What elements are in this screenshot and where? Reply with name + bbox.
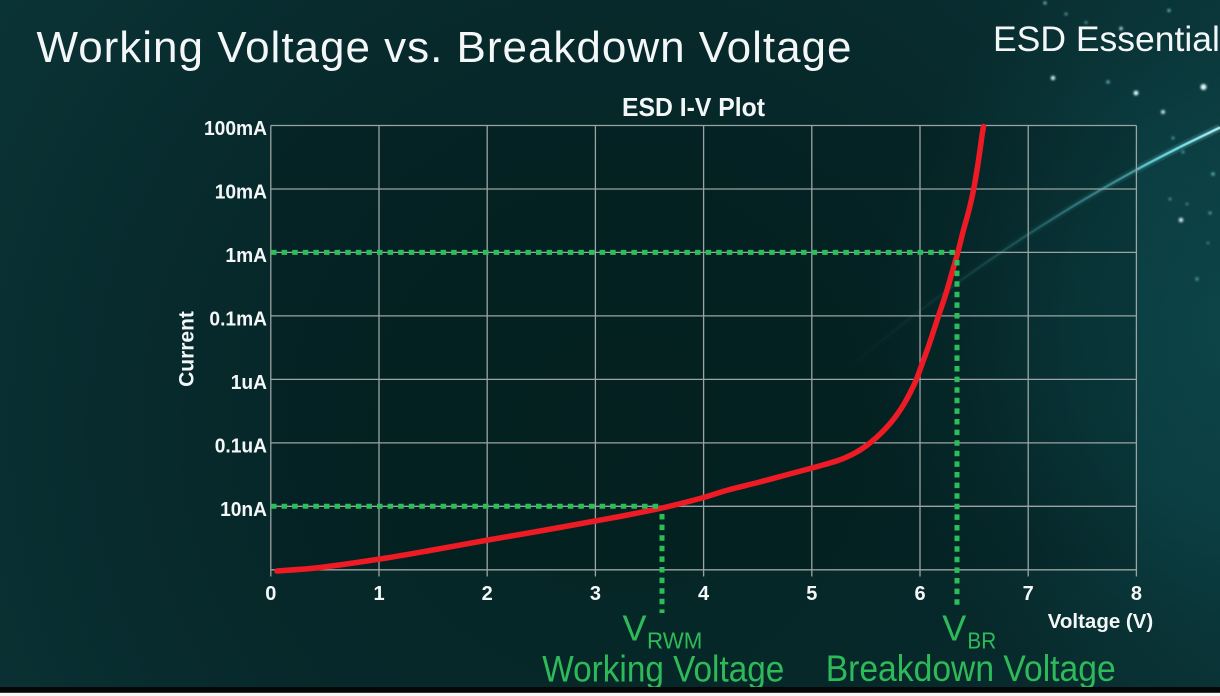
svg-text:V: V: [942, 608, 966, 649]
svg-text:0.1uA: 0.1uA: [215, 435, 267, 457]
svg-text:2: 2: [482, 583, 493, 605]
svg-text:5: 5: [806, 583, 817, 605]
svg-text:8: 8: [1131, 583, 1142, 605]
svg-text:Working Voltage vs. Breakdown: Working Voltage vs. Breakdown Voltage: [37, 23, 852, 72]
svg-text:0.1mA: 0.1mA: [209, 308, 267, 330]
svg-text:Voltage (V): Voltage (V): [1048, 610, 1154, 633]
svg-text:ESD I-V Plot: ESD I-V Plot: [622, 92, 765, 122]
svg-text:Working Voltage: Working Voltage: [542, 647, 784, 689]
svg-text:RWM: RWM: [647, 627, 702, 653]
svg-text:10mA: 10mA: [215, 182, 267, 204]
svg-text:7: 7: [1023, 583, 1034, 605]
svg-text:3: 3: [590, 583, 601, 605]
svg-text:BR: BR: [967, 627, 996, 653]
svg-text:1: 1: [373, 583, 384, 605]
svg-text:Current: Current: [176, 311, 199, 387]
svg-text:0: 0: [265, 583, 276, 605]
svg-text:6: 6: [914, 583, 925, 605]
svg-text:ESD Essentials: ESD Essentials: [993, 19, 1220, 59]
svg-text:4: 4: [698, 583, 710, 605]
svg-text:1uA: 1uA: [231, 372, 267, 394]
svg-text:Breakdown Voltage: Breakdown Voltage: [826, 647, 1116, 689]
svg-text:1mA: 1mA: [225, 245, 267, 267]
svg-text:10nA: 10nA: [220, 499, 267, 521]
svg-text:100mA: 100mA: [204, 118, 267, 140]
svg-text:V: V: [623, 608, 647, 649]
